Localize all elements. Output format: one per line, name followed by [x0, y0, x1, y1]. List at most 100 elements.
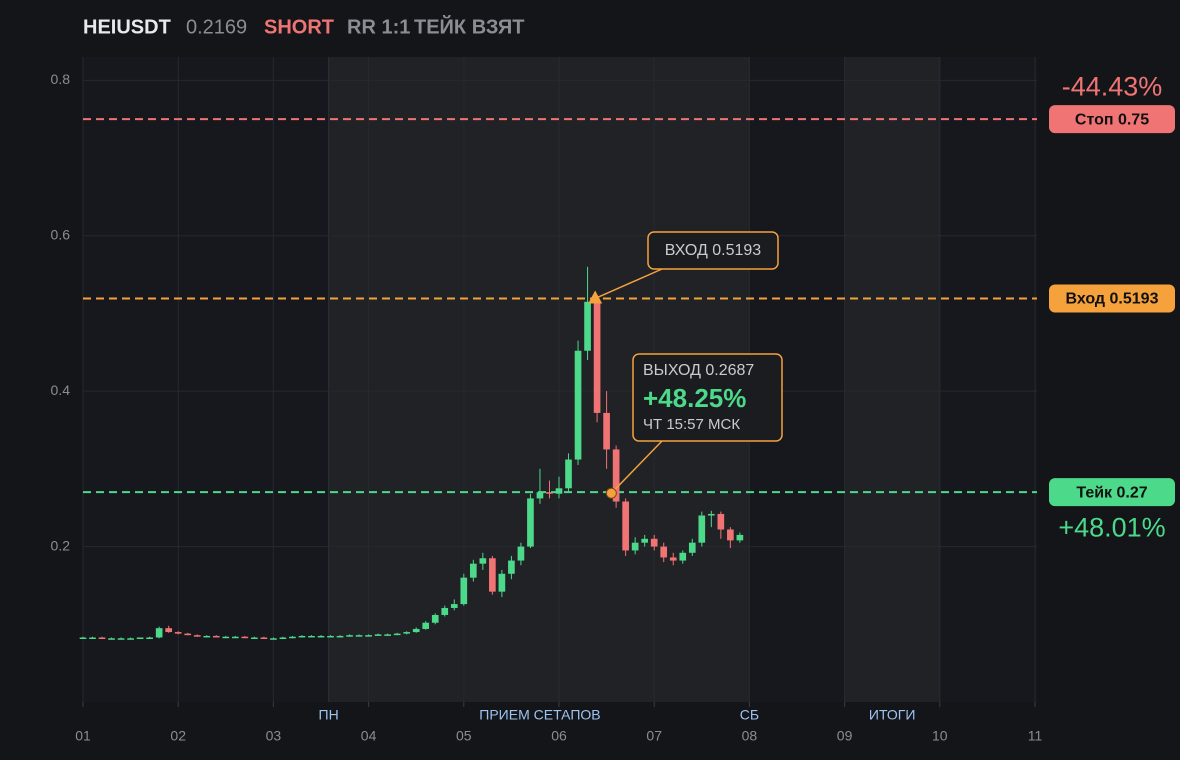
- x-tick-label: 01: [75, 728, 91, 744]
- entry-label: ВХОД 0.5193: [665, 242, 762, 259]
- candle-body: [669, 557, 677, 561]
- y-tick-label: 0.4: [51, 382, 71, 398]
- candle-body: [279, 637, 287, 639]
- candle-body: [222, 636, 230, 639]
- candle-body: [251, 637, 258, 639]
- exit-pnl: +48.25%: [643, 383, 746, 413]
- candle-body: [527, 498, 534, 547]
- candle-body: [193, 635, 201, 637]
- candle-body: [650, 538, 658, 547]
- candle-body: [536, 492, 544, 499]
- candle-body: [270, 638, 277, 640]
- candle-body: [89, 637, 96, 639]
- header: HEIUSDT 0.2169 SHORT RR 1:1 ТЕЙК ВЗЯТ: [83, 14, 525, 38]
- candle-body: [546, 492, 553, 494]
- candle-body: [79, 637, 87, 639]
- candle-body: [174, 632, 182, 634]
- level-pnl: +48.01%: [1058, 512, 1165, 542]
- candle-body: [308, 635, 315, 638]
- level-label: Тейк 0.27: [1076, 484, 1147, 501]
- status: ТЕЙК ВЗЯТ: [414, 14, 525, 38]
- candle-body: [384, 634, 391, 636]
- candle-body: [260, 637, 268, 639]
- candle-body: [574, 350, 582, 460]
- candle-body: [727, 529, 734, 541]
- candle-body: [479, 558, 487, 564]
- symbol: HEIUSDT: [83, 16, 171, 38]
- side: SHORT: [264, 16, 334, 38]
- candle-body: [374, 634, 382, 636]
- candle-body: [98, 637, 106, 639]
- candle-body: [184, 633, 192, 636]
- candle-body: [117, 638, 125, 640]
- level-badge: [1049, 478, 1175, 507]
- x-tick-label: 03: [266, 728, 282, 744]
- x-tick-label: 08: [742, 728, 758, 744]
- candle-body: [403, 632, 411, 634]
- level-badge: [1049, 284, 1175, 313]
- candle-body: [498, 573, 506, 592]
- candle-body: [717, 513, 725, 530]
- candle-body: [393, 633, 401, 636]
- candle-body: [365, 635, 372, 637]
- candle-body: [469, 563, 477, 578]
- session-label: СБ: [740, 707, 759, 723]
- exit-label: ВЫХОД 0.2687: [643, 362, 754, 379]
- candle-body: [660, 546, 668, 558]
- exit-marker: [605, 487, 617, 499]
- candle-body: [346, 635, 353, 637]
- level-label: Вход 0.5193: [1066, 291, 1159, 308]
- risk-reward: RR 1:1: [347, 16, 410, 38]
- candle-body: [517, 546, 525, 561]
- callout-line: [610, 440, 663, 494]
- x-tick-label: 06: [551, 728, 567, 744]
- candle-body: [641, 538, 649, 543]
- candle-body: [136, 637, 144, 639]
- candle-body: [679, 552, 687, 561]
- candle-body: [688, 542, 696, 553]
- y-tick-label: 0.2: [51, 537, 71, 553]
- candle-body: [584, 301, 591, 351]
- x-tick-label: 05: [456, 728, 472, 744]
- candle-body: [441, 607, 449, 615]
- candle-body: [212, 635, 220, 638]
- entry-marker: [588, 290, 603, 304]
- candle-body: [327, 635, 334, 638]
- entry-callout: [647, 231, 779, 270]
- candle-body: [603, 412, 610, 450]
- candle-body: [707, 513, 715, 516]
- candle-body: [736, 534, 744, 541]
- candle-body: [336, 635, 344, 638]
- candle-body: [241, 636, 249, 639]
- x-tick-label: 02: [170, 728, 186, 744]
- candle-body: [555, 488, 563, 494]
- callout-line: [594, 268, 663, 300]
- x-tick-label: 09: [837, 728, 853, 744]
- candle-body: [146, 637, 153, 639]
- y-tick-label: 0.6: [51, 226, 71, 242]
- candle-body: [422, 622, 430, 629]
- session-label: ПН: [319, 707, 339, 723]
- candle-body: [565, 459, 572, 489]
- x-tick-label: 07: [646, 728, 662, 744]
- exit-callout: [632, 353, 783, 442]
- candle-body: [508, 560, 515, 574]
- candle-body: [108, 638, 115, 640]
- x-tick-label: 10: [932, 728, 948, 744]
- candle-body: [631, 542, 639, 551]
- candle-body: [127, 638, 134, 640]
- session-label: ПРИЕМ СЕТАПОВ: [479, 707, 600, 723]
- x-tick-label: 11: [1028, 728, 1043, 744]
- exit-time: ЧТ 15:57 МСК: [643, 416, 740, 433]
- candle-body: [593, 301, 601, 413]
- candle-body: [460, 577, 468, 605]
- candle-body: [622, 501, 629, 551]
- candle-body: [165, 628, 173, 633]
- level-badge: [1049, 105, 1175, 134]
- last-price: 0.2169: [186, 16, 247, 38]
- candle-body: [298, 635, 306, 638]
- candle-body: [431, 614, 439, 623]
- candle-body: [489, 558, 496, 592]
- x-tick-label: 04: [361, 728, 377, 744]
